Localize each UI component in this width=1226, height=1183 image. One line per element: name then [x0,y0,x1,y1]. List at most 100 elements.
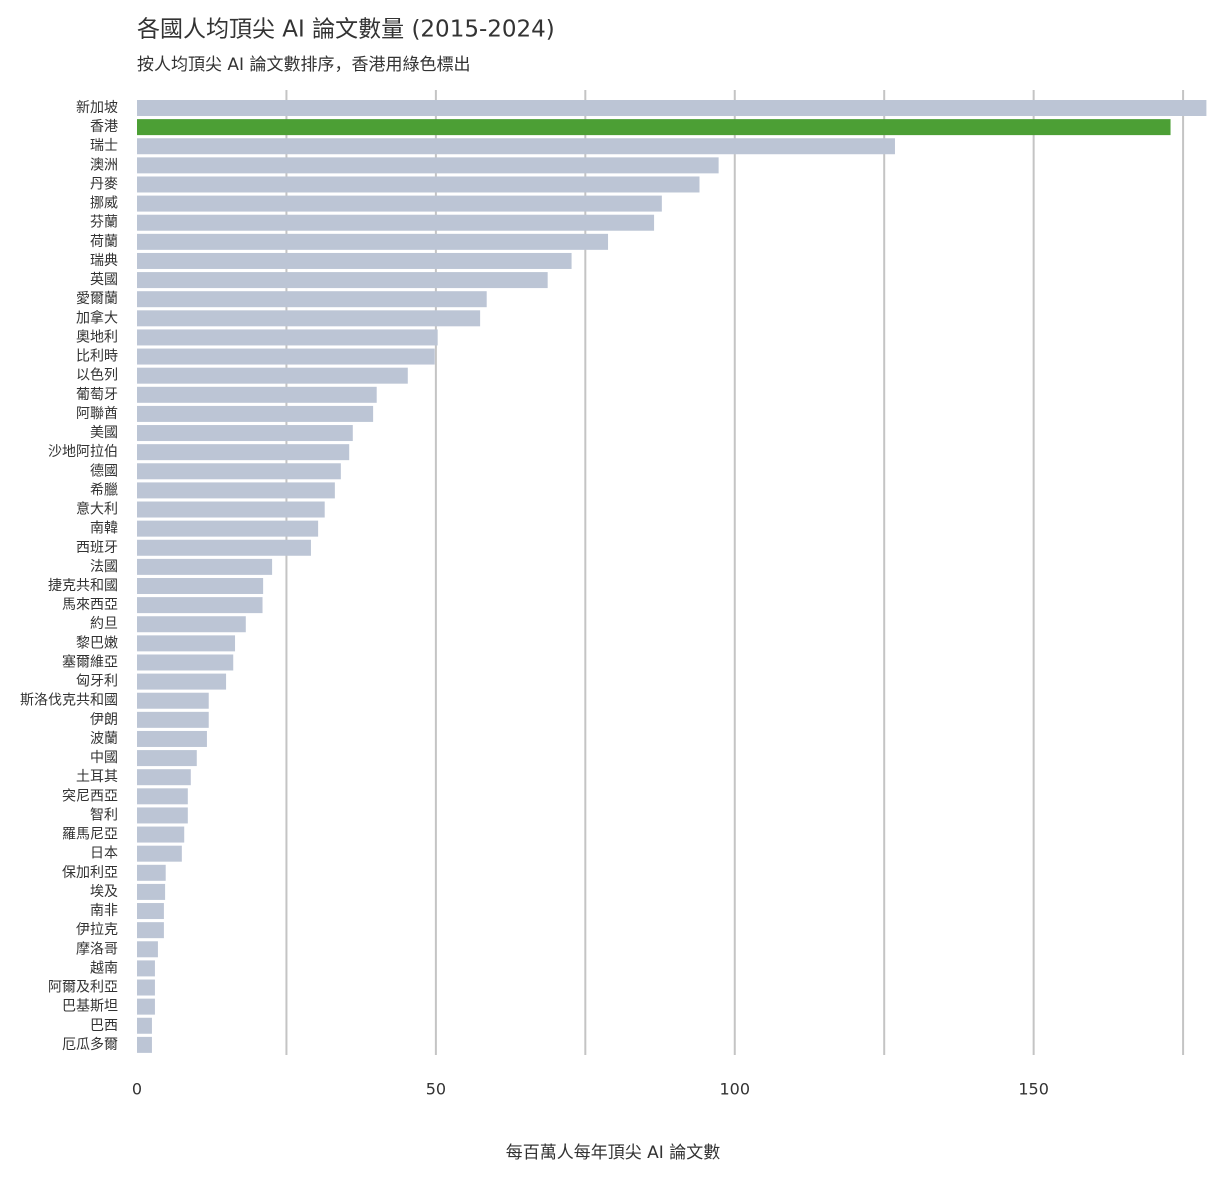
bar [137,769,191,786]
y-tick-label: 巴基斯坦 [62,998,118,1015]
y-tick-label: 丹麥 [90,176,118,192]
bar [137,405,374,422]
bar [137,1036,152,1053]
bar [137,673,227,690]
bar [137,214,655,231]
y-tick-label: 伊朗 [90,712,118,728]
x-tick-label: 0 [132,1080,142,1099]
bar [137,979,155,996]
x-tick-label: 150 [1018,1080,1049,1099]
y-tick-label: 意大利 [76,501,118,518]
y-tick-label: 澳洲 [90,157,118,173]
y-tick-label: 新加坡 [76,100,118,116]
bar [137,807,188,824]
y-tick-label: 馬來西亞 [62,597,118,613]
y-tick-label: 突尼西亞 [62,788,118,804]
y-tick-label: 法國 [90,559,118,575]
bar [137,941,158,958]
y-tick-label: 英國 [90,271,118,288]
bar [137,291,487,308]
y-tick-label: 羅馬尼亞 [62,827,118,843]
bar [137,750,197,767]
bar [137,138,895,155]
bar [137,233,609,250]
y-tick-label: 阿爾及利亞 [48,980,118,996]
y-tick-label: 比利時 [76,349,118,365]
y-tick-label: 越南 [90,960,118,976]
bar [137,730,207,747]
y-tick-label: 匈牙利 [76,674,118,690]
y-tick-label: 香港 [90,119,118,135]
bar [137,578,264,594]
y-tick-label: 奧地利 [76,329,118,345]
bar [137,597,263,614]
x-tick-label: 100 [719,1080,750,1099]
chart-subtitle: 按人均頂尖 AI 論文數排序，香港用綠色標出 [137,55,470,75]
bar [137,100,1207,116]
bar [137,654,234,671]
y-tick-label: 加拿大 [76,309,118,326]
bar [137,960,155,977]
bar [137,692,209,709]
y-tick-label: 荷蘭 [90,234,118,250]
bar [137,252,572,269]
y-tick-label: 保加利亞 [62,865,118,881]
x-tick-label: 50 [426,1080,446,1099]
bar [137,482,335,499]
y-tick-label: 中國 [90,750,118,766]
y-tick-label: 瑞典 [90,253,118,269]
y-tick-label: 智利 [90,807,118,823]
x-axis-label: 每百萬人每年頂尖 AI 論文數 [506,1143,720,1163]
y-tick-label: 塞爾維亞 [62,653,118,670]
y-tick-label: 瑞士 [90,138,118,154]
y-tick-label: 愛爾蘭 [76,291,118,307]
y-tick-label: 希臘 [90,482,118,498]
y-tick-label: 葡萄牙 [76,387,118,403]
bar [137,329,438,346]
y-tick-label: 斯洛伐克共和國 [20,693,118,709]
bar [137,711,209,728]
bar [137,903,164,920]
bar [137,367,408,384]
bar [137,826,185,843]
y-tick-label: 伊拉克 [76,922,118,938]
bar [137,520,319,537]
bar [137,788,188,805]
y-tick-label: 挪威 [90,196,118,212]
y-tick-label: 西班牙 [76,540,118,556]
bar [137,272,548,289]
y-tick-label: 波蘭 [90,731,118,747]
chart-title: 各國人均頂尖 AI 論文數量 (2015-2024) [137,17,555,43]
y-tick-label: 南非 [90,903,118,919]
bar [137,845,182,862]
bar [137,425,353,442]
y-tick-label: 以色列 [76,367,118,384]
bar [137,864,166,881]
y-tick-label: 土耳其 [76,769,118,785]
y-tick-label: 南韓 [90,521,118,537]
y-tick-label: 摩洛哥 [76,940,118,957]
y-tick-label: 阿聯酋 [76,405,118,422]
y-tick-label: 黎巴嫩 [76,635,118,651]
y-tick-label: 日本 [90,846,118,862]
bar [137,386,377,403]
bar [137,463,341,480]
bar [137,635,236,652]
y-tick-label: 厄瓜多爾 [62,1036,118,1053]
bar [137,883,166,900]
bar [137,558,273,575]
bar [137,539,311,556]
bar [137,616,246,633]
y-tick-label: 巴西 [90,1018,118,1034]
y-tick-label: 美國 [90,425,118,441]
y-tick-label: 芬蘭 [90,215,118,231]
y-tick-label: 沙地阿拉伯 [48,444,118,460]
bar [137,195,662,212]
bar [137,157,719,174]
bar [137,922,164,939]
bar [137,998,155,1015]
bar [137,119,1171,136]
bar [137,310,481,327]
y-tick-label: 約旦 [90,616,118,632]
